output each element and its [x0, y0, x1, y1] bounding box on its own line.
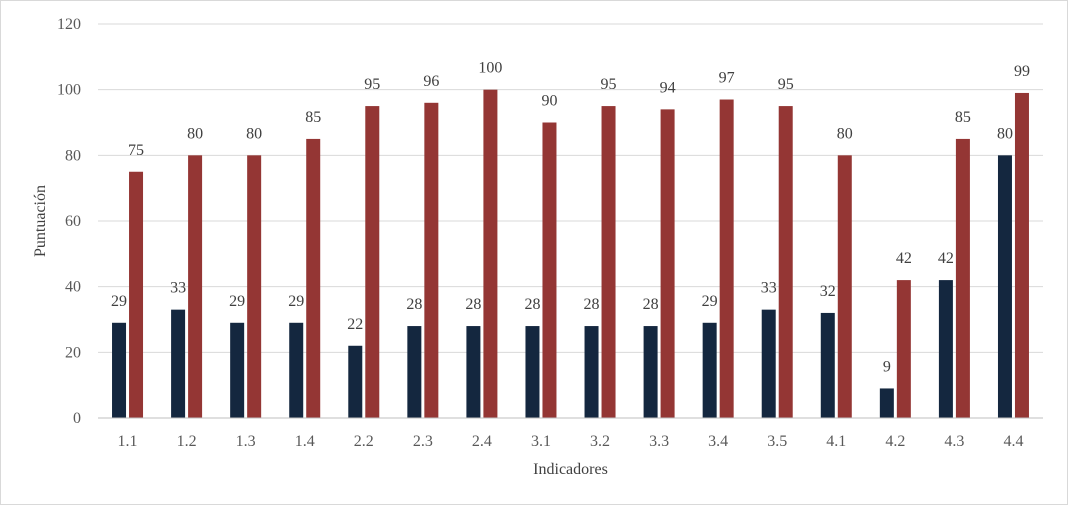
- data-label: 42: [938, 250, 954, 267]
- bar: [306, 138, 321, 418]
- bar: [955, 138, 970, 418]
- data-label: 28: [584, 296, 600, 313]
- data-label: 94: [660, 79, 676, 96]
- x-tick-label: 3.1: [531, 433, 551, 450]
- x-tick-label: 2.4: [472, 433, 492, 450]
- bar: [643, 326, 658, 418]
- y-tick-label: 0: [73, 410, 81, 427]
- y-tick-label: 20: [65, 344, 81, 361]
- data-label: 28: [524, 296, 540, 313]
- x-tick-label: 4.1: [826, 433, 846, 450]
- x-tick-label: 4.3: [944, 433, 964, 450]
- bar: [230, 322, 245, 418]
- data-label: 32: [820, 283, 836, 300]
- y-tick-label: 100: [57, 82, 81, 99]
- data-label: 80: [997, 125, 1013, 142]
- x-tick-label: 1.3: [236, 433, 256, 450]
- y-tick-label: 40: [65, 279, 81, 296]
- data-label: 42: [896, 250, 912, 267]
- bar: [348, 345, 363, 418]
- x-tick-label: 3.4: [708, 433, 728, 450]
- data-label: 99: [1014, 63, 1030, 80]
- data-label: 33: [170, 280, 186, 297]
- data-label: 95: [778, 76, 794, 93]
- data-labels: 29 75 33 80 29 80 29 85 22 95 28 96 28 100 28 90 28 95 28 9…: [111, 60, 1030, 376]
- bar: [879, 388, 894, 418]
- x-axis-title: Indicadores: [533, 461, 608, 478]
- bar: [188, 155, 203, 419]
- data-label: 29: [111, 293, 127, 310]
- data-label: 28: [465, 296, 481, 313]
- y-tick-label: 120: [57, 16, 81, 33]
- x-tick-label: 2.3: [413, 433, 433, 450]
- bar: [719, 99, 734, 419]
- bars: [112, 89, 1029, 419]
- data-label: 95: [364, 76, 380, 93]
- data-label: 100: [478, 60, 502, 77]
- x-tick-label: 4.4: [1003, 433, 1023, 450]
- x-tick-label: 3.2: [590, 433, 610, 450]
- bar: [424, 102, 439, 419]
- bar: [365, 106, 380, 418]
- data-label: 95: [601, 76, 617, 93]
- bar: [247, 155, 262, 419]
- bar: [525, 326, 540, 418]
- bar: [837, 155, 852, 419]
- data-label: 28: [643, 296, 659, 313]
- bar: [129, 171, 144, 418]
- bar: [778, 106, 793, 418]
- bar: [171, 309, 186, 418]
- data-label: 90: [541, 93, 557, 110]
- bar: [601, 106, 616, 418]
- y-tick-label: 80: [65, 147, 81, 164]
- data-label: 75: [128, 142, 144, 159]
- x-tick-label: 2.2: [354, 433, 374, 450]
- data-label: 28: [406, 296, 422, 313]
- y-tick-label: 60: [65, 213, 81, 230]
- bar: [542, 122, 557, 418]
- data-label: 80: [837, 125, 853, 142]
- bar: [702, 322, 717, 418]
- axes: 0 20 40 60 80 100 120 1.1 1.2 1.3 1.4 2.2 2.3 2.4 3.1 3…: [57, 16, 1043, 450]
- bar: [584, 326, 599, 418]
- data-label: 29: [229, 293, 245, 310]
- data-label: 9: [883, 358, 891, 375]
- bar: [407, 326, 422, 418]
- bar: [997, 155, 1012, 419]
- data-label: 22: [347, 316, 363, 333]
- data-label: 33: [761, 280, 777, 297]
- bar: [938, 280, 953, 418]
- x-tick-label: 3.3: [649, 433, 669, 450]
- bar: [820, 312, 835, 418]
- x-tick-label: 3.5: [767, 433, 787, 450]
- x-tick-label: 1.4: [295, 433, 315, 450]
- y-axis-title: Puntuación: [32, 185, 49, 257]
- data-label: 97: [719, 70, 735, 87]
- x-tick-label: 1.1: [118, 433, 138, 450]
- data-label: 80: [187, 125, 203, 142]
- bar: [483, 89, 498, 419]
- x-tick-label: 4.2: [885, 433, 905, 450]
- data-label: 80: [246, 125, 262, 142]
- data-label: 96: [423, 73, 439, 90]
- data-label: 85: [955, 109, 971, 126]
- data-label: 29: [288, 293, 304, 310]
- bar: [660, 109, 675, 418]
- bar: [289, 322, 304, 418]
- bar: [896, 280, 911, 418]
- bar: [761, 309, 776, 418]
- data-label: 85: [305, 109, 321, 126]
- x-tick-label: 1.2: [177, 433, 197, 450]
- data-label: 29: [702, 293, 718, 310]
- bar: [1014, 92, 1029, 418]
- bar: [112, 322, 127, 418]
- bar: [466, 326, 481, 418]
